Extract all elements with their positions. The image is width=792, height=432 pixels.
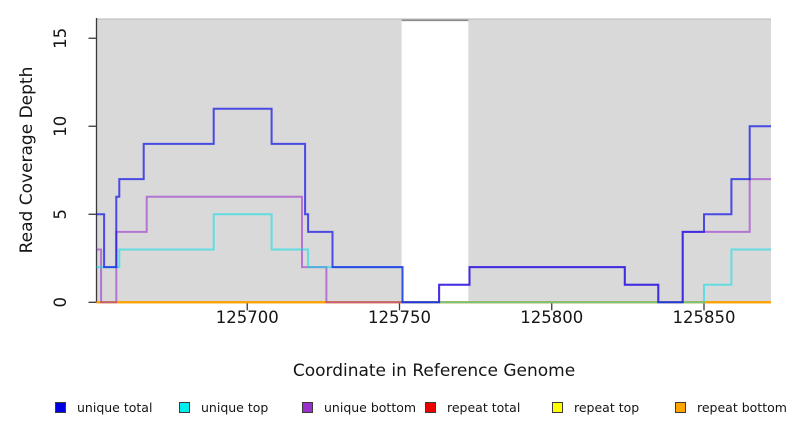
legend-label: unique top	[201, 399, 269, 415]
shaded-coverage-region	[96, 20, 402, 303]
x-tick-label: 125850	[673, 308, 736, 327]
shaded-coverage-region	[468, 20, 771, 303]
legend-label: repeat top	[574, 399, 640, 415]
legend-label: repeat bottom	[697, 399, 787, 415]
legend-swatch-icon	[55, 401, 66, 413]
x-tick-label: 125800	[520, 308, 583, 327]
legend-label: repeat total	[447, 399, 521, 415]
legend: unique total unique top unique bottom repea…	[0, 398, 792, 418]
series-line-unique-top	[96, 213, 771, 304]
legend-item-unique-top: unique top	[179, 398, 268, 416]
legend-item-repeat-bottom: repeat bottom	[675, 398, 787, 416]
y-tick-label: 15	[51, 28, 70, 49]
legend-swatch-icon	[425, 401, 436, 413]
y-tick-label: 10	[51, 116, 70, 137]
x-tick-label: 125700	[216, 308, 279, 327]
x-tick-label: 125750	[368, 308, 431, 327]
y-tick-label: 0	[51, 297, 70, 308]
legend-item-repeat-top: repeat top	[552, 398, 639, 416]
legend-label: unique bottom	[324, 399, 417, 415]
legend-swatch-icon	[179, 401, 190, 413]
y-axis-label: Read Coverage Depth	[17, 66, 37, 254]
legend-label: unique total	[77, 399, 153, 415]
legend-swatch-icon	[675, 401, 686, 413]
legend-swatch-icon	[302, 401, 313, 413]
series-line-unique-total	[96, 107, 771, 304]
legend-item-repeat-total: repeat total	[425, 398, 520, 416]
legend-swatch-icon	[552, 401, 563, 413]
legend-item-unique-total: unique total	[55, 398, 152, 416]
x-axis-label: Coordinate in Reference Genome	[292, 361, 576, 381]
y-tick-label: 5	[51, 209, 70, 220]
legend-item-unique-bottom: unique bottom	[302, 398, 416, 416]
